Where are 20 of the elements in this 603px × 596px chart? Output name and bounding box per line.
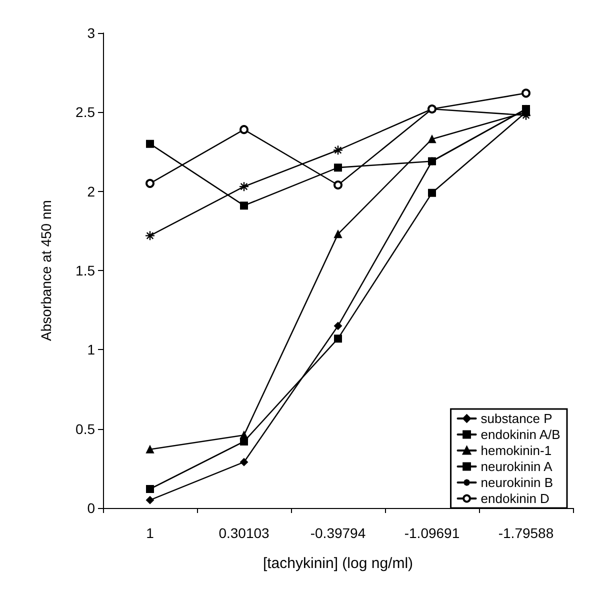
y-tick-label: 0.5	[76, 420, 96, 437]
y-tick-label: 3	[87, 25, 96, 41]
legend-label: hemokinin-1	[480, 443, 552, 458]
legend-label: endokinin D	[480, 491, 550, 506]
x-tick-label: -1.09691	[404, 525, 460, 541]
x-tick-label: 0.30103	[218, 525, 270, 541]
y-tick-label: 1.5	[76, 262, 96, 278]
legend-label: endokinin A/B	[480, 427, 560, 442]
y-tick-label: 0	[87, 500, 96, 516]
x-axis-title: [tachykinin] (log ng/ml)	[262, 555, 414, 572]
legend-label: neurokinin A	[480, 459, 553, 474]
x-tick-label: 1	[146, 525, 154, 541]
y-tick-label: 1	[87, 342, 96, 358]
legend-label: neurokinin B	[480, 475, 554, 490]
x-tick-label: -1.79588	[498, 525, 554, 541]
x-tick-label: -0.39794	[310, 525, 366, 541]
y-tick-label: 2	[87, 183, 96, 200]
legend-label: substance P	[480, 411, 552, 426]
y-axis-title: Absorbance at 450 nm	[38, 200, 54, 341]
y-tick-label: 2.5	[76, 104, 96, 120]
